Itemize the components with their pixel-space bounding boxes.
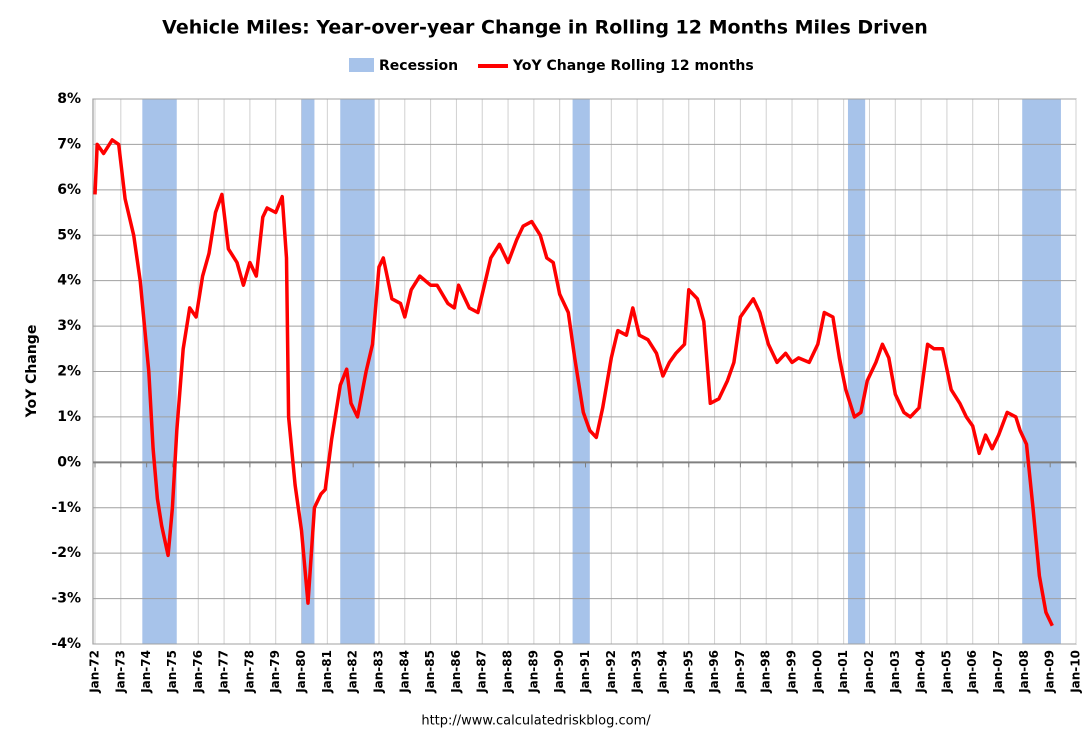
x-tick-label: Jan-06 xyxy=(965,650,979,694)
x-tick-label: Jan-95 xyxy=(681,650,695,694)
x-tick-label: Jan-84 xyxy=(397,650,411,694)
x-tick-label: Jan-94 xyxy=(655,650,669,694)
x-tick-label: Jan-03 xyxy=(888,650,902,694)
x-tick-label: Jan-86 xyxy=(449,650,463,694)
x-tick-label: Jan-75 xyxy=(165,650,179,694)
chart-title: Vehicle Miles: Year-over-year Change in … xyxy=(162,17,928,39)
x-tick-label: Jan-09 xyxy=(1043,650,1057,694)
x-tick-label: Jan-72 xyxy=(88,650,102,694)
y-tick-label: -4% xyxy=(51,636,81,652)
x-tick-label: Jan-82 xyxy=(346,650,360,694)
x-tick-label: Jan-77 xyxy=(217,650,231,694)
y-tick-label: -1% xyxy=(51,500,81,516)
x-tick-label: Jan-92 xyxy=(604,650,618,694)
x-tick-label: Jan-80 xyxy=(294,650,308,694)
source-note: http://www.calculatedriskblog.com/ xyxy=(421,714,651,729)
legend-label: Recession xyxy=(379,58,458,74)
y-tick-label: 6% xyxy=(57,182,81,198)
y-tick-label: -2% xyxy=(51,545,81,561)
y-tick-label: 4% xyxy=(57,273,81,289)
x-tick-label: Jan-81 xyxy=(320,650,334,694)
data-line xyxy=(93,138,1054,627)
x-tick-label: Jan-00 xyxy=(810,650,824,694)
x-tick-label: Jan-04 xyxy=(914,650,928,694)
x-tick-label: Jan-79 xyxy=(268,650,282,694)
y-tick-label: -3% xyxy=(51,591,81,607)
x-tick-label: Jan-08 xyxy=(1017,650,1031,694)
x-tick-label: Jan-85 xyxy=(423,650,437,694)
x-tick-label: Jan-05 xyxy=(939,650,953,694)
y-tick-label: 7% xyxy=(57,136,81,152)
x-tick-label: Jan-73 xyxy=(113,650,127,694)
y-axis-label: YoY Change xyxy=(24,325,40,419)
y-tick-label: 2% xyxy=(57,364,81,380)
x-tick-label: Jan-07 xyxy=(991,650,1005,694)
x-tick-label: Jan-98 xyxy=(759,650,773,694)
x-tick-label: Jan-96 xyxy=(707,650,721,694)
legend-label: YoY Change Rolling 12 months xyxy=(512,58,754,74)
x-tick-label: Jan-88 xyxy=(501,650,515,694)
x-tick-label: Jan-99 xyxy=(785,650,799,694)
legend-swatch xyxy=(349,58,374,72)
y-tick-label: 8% xyxy=(57,91,81,107)
x-tick-label: Jan-76 xyxy=(191,650,205,694)
x-tick-label: Jan-74 xyxy=(139,650,153,694)
y-tick-label: 5% xyxy=(57,227,81,243)
x-tick-label: Jan-83 xyxy=(371,650,385,694)
x-tick-label: Jan-93 xyxy=(630,650,644,694)
y-tick-label: 3% xyxy=(57,318,81,334)
x-tick-label: Jan-78 xyxy=(242,650,256,694)
x-tick-label: Jan-01 xyxy=(836,650,850,694)
x-tick-label: Jan-87 xyxy=(475,650,489,694)
x-tick-label: Jan-89 xyxy=(526,650,540,694)
x-tick-label: Jan-97 xyxy=(733,650,747,694)
x-tick-label: Jan-90 xyxy=(552,650,566,694)
x-tick-label: Jan-02 xyxy=(862,650,876,694)
x-tick-label: Jan-10 xyxy=(1069,650,1083,694)
y-tick-label: 1% xyxy=(57,409,81,425)
y-tick-label: 0% xyxy=(57,454,81,470)
x-tick-label: Jan-91 xyxy=(578,650,592,694)
